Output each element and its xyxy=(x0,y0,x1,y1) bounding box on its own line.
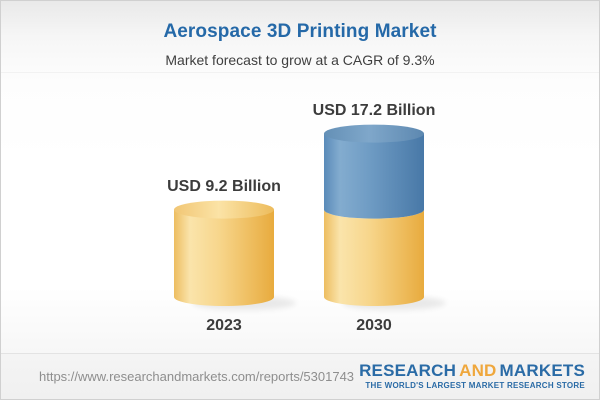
logo-word-research: RESEARCH xyxy=(359,361,457,381)
chart-header: Aerospace 3D Printing Market Market fore… xyxy=(1,1,599,73)
cylinder-chart: USD 9.2 Billion USD 17.2 Billion 2023 20… xyxy=(1,73,599,353)
report-url-link[interactable]: https://www.researchandmarkets.com/repor… xyxy=(39,369,355,384)
value-label-2030: USD 17.2 Billion xyxy=(312,101,436,119)
axis-label-2023: 2023 xyxy=(206,317,242,334)
cylinder-chart-canvas xyxy=(174,124,446,310)
value-label-2023: USD 9.2 Billion xyxy=(167,177,281,195)
logo-word-and: AND xyxy=(459,361,497,381)
logo-word-markets: MARKETS xyxy=(499,361,585,381)
axis-label-2030: 2030 xyxy=(356,317,392,334)
footer-bar: https://www.researchandmarkets.com/repor… xyxy=(1,353,599,399)
page-title: Aerospace 3D Printing Market xyxy=(163,21,437,42)
logo-wordmark: RESEARCH AND MARKETS xyxy=(359,362,585,380)
logo-tagline: THE WORLD'S LARGEST MARKET RESEARCH STOR… xyxy=(365,381,585,391)
chart-subtitle: Market forecast to grow at a CAGR of 9.3… xyxy=(165,52,435,68)
research-and-markets-logo: RESEARCH AND MARKETS THE WORLD'S LARGEST M… xyxy=(359,362,585,390)
